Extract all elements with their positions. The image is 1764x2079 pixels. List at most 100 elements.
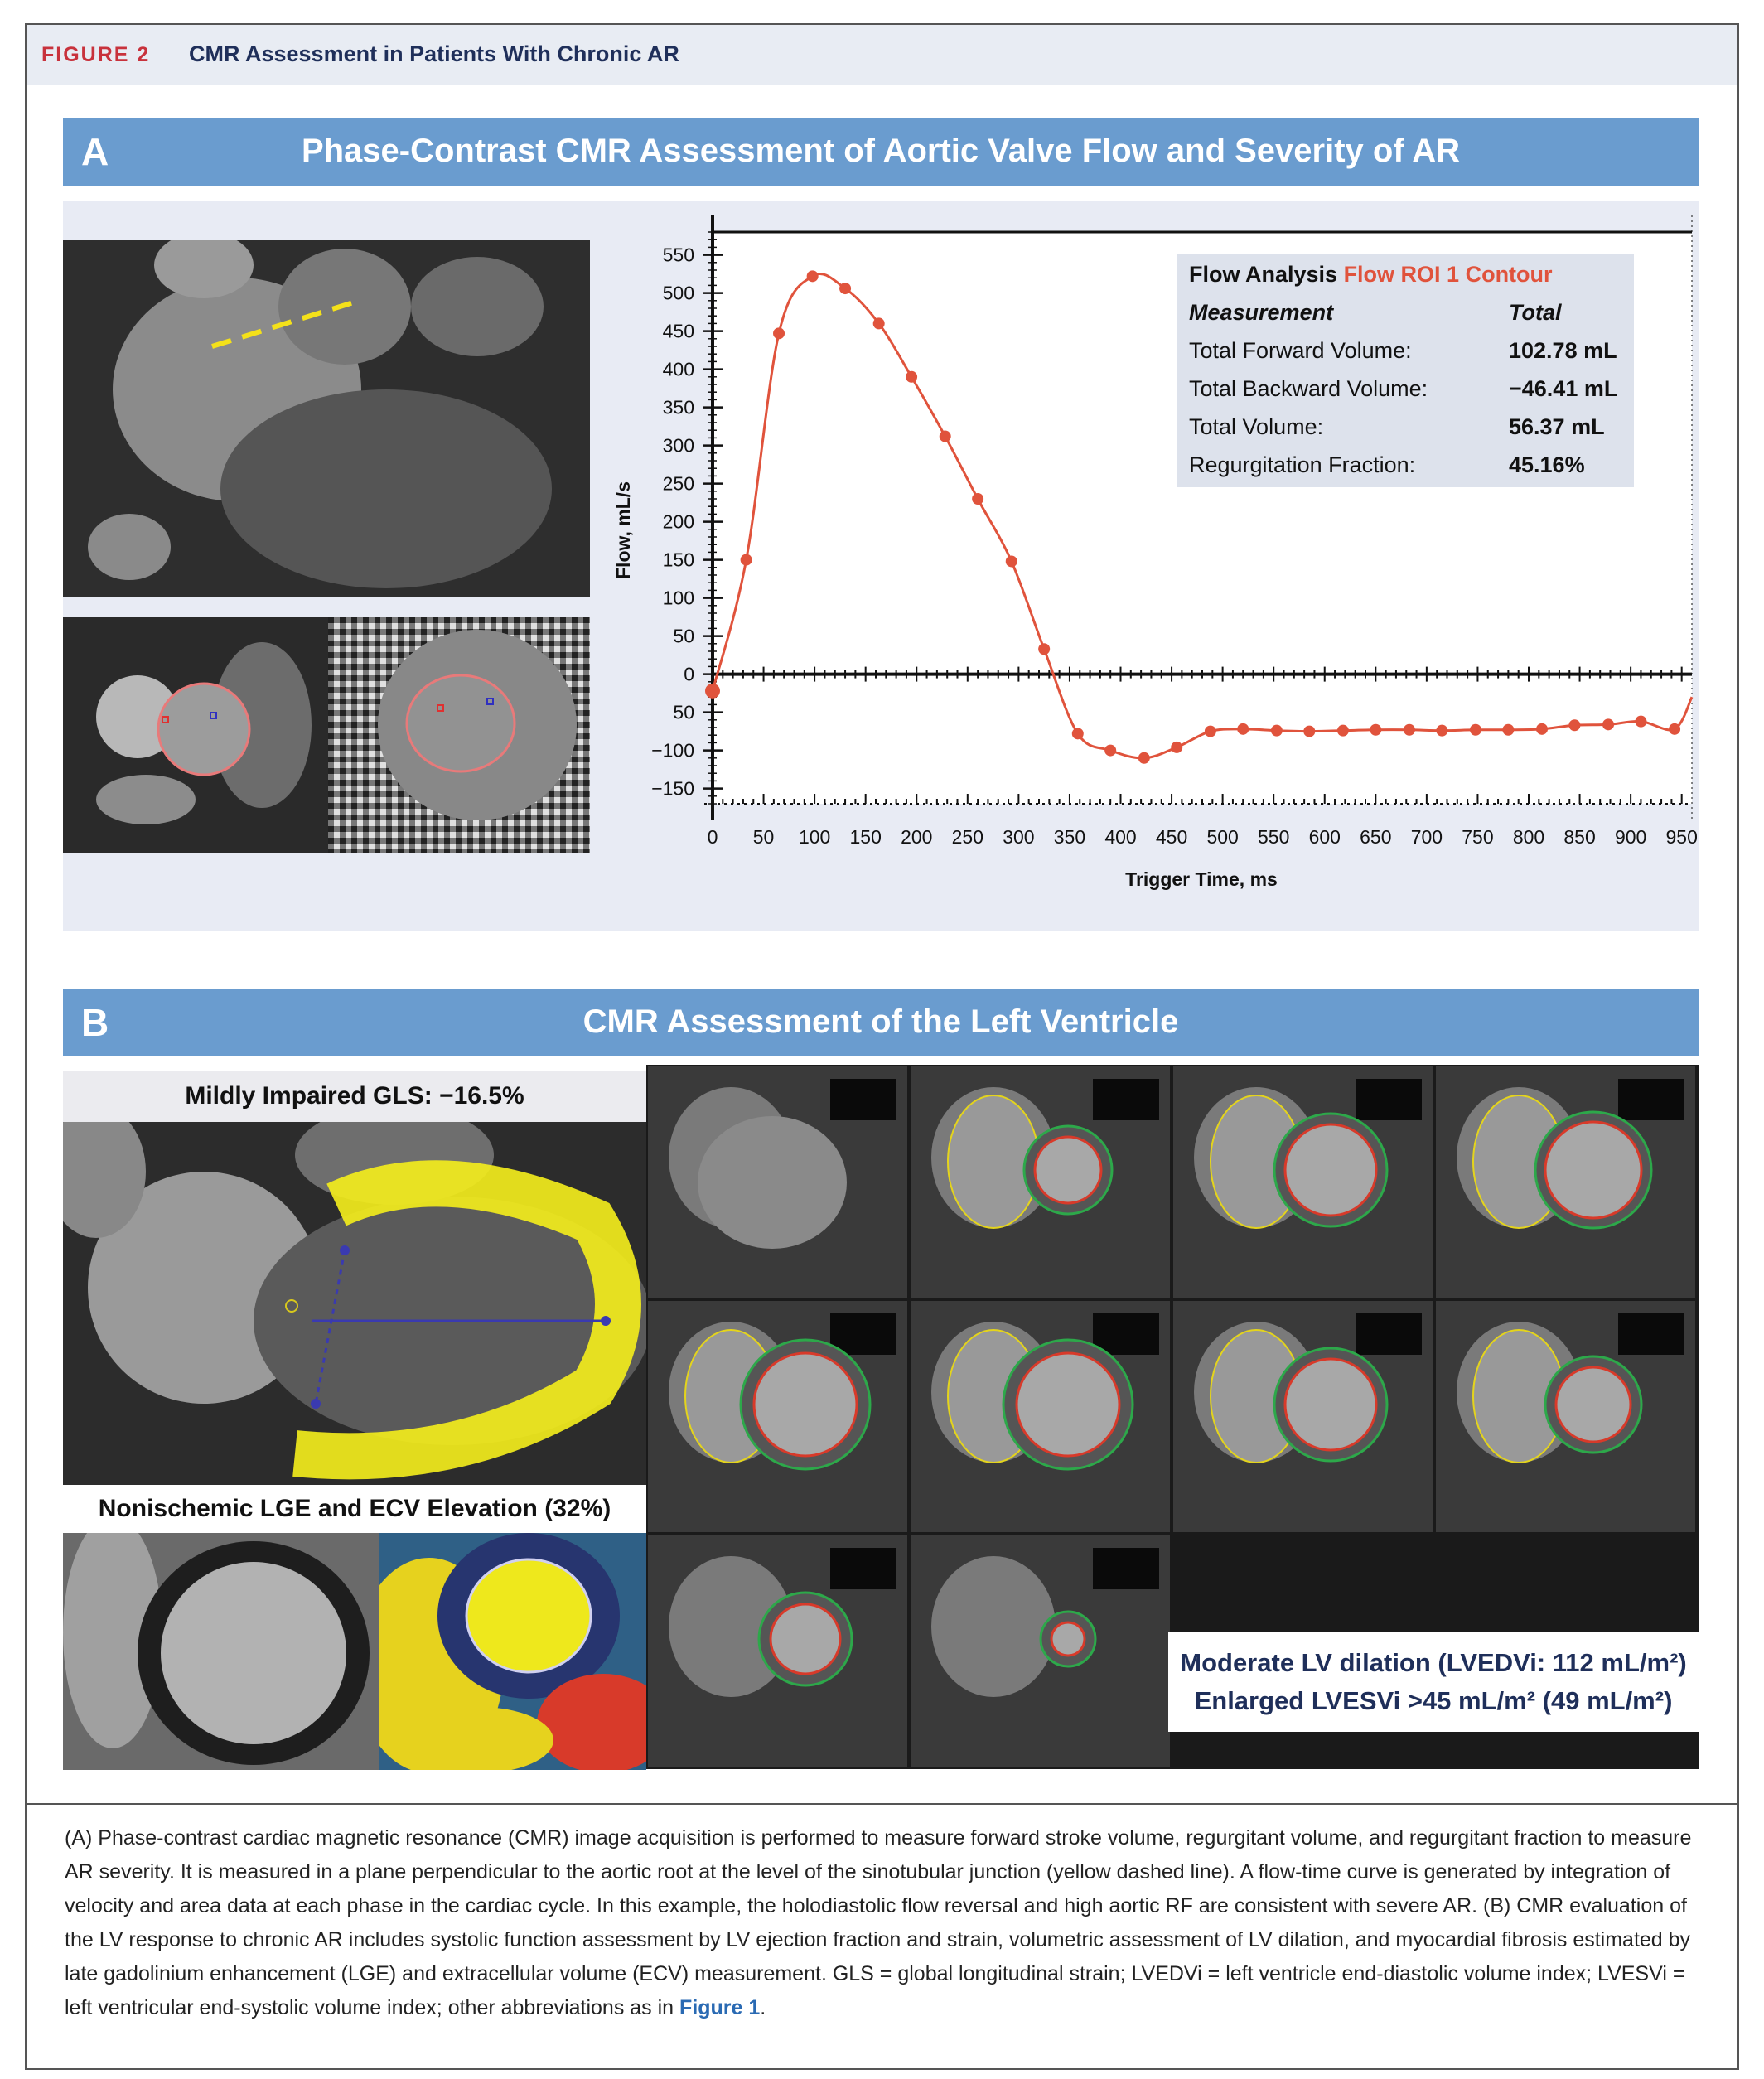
x-tick-label: 550 [1258, 826, 1289, 848]
flow-data-point [740, 554, 752, 566]
x-tick-label: 350 [1054, 826, 1085, 848]
flow-data-point [1038, 643, 1051, 655]
flow-table-row: Total Backward Volume: −46.41 mL [1189, 376, 1620, 402]
flow-data-point [1568, 719, 1581, 732]
y-tick-label: 100 [663, 587, 694, 609]
flow-table-row: Regurgitation Fraction: 45.16% [1189, 452, 1620, 478]
flow-data-point [1336, 724, 1349, 737]
flow-table-row-label: Total Backward Volume: [1189, 376, 1428, 401]
y-tick-label: 150 [663, 549, 694, 571]
short-axis-tile [911, 1301, 1170, 1532]
y-tick-label: 500 [663, 283, 694, 304]
x-axis-label: Trigger Time, ms [1125, 868, 1278, 890]
chart-ticks: 0 50 100 150 200 250 300 350 400 450 500 550 600 650 7… [651, 231, 1698, 848]
x-tick-label: 800 [1513, 826, 1544, 848]
flow-data-point [939, 430, 951, 442]
flow-data-point [1138, 752, 1150, 764]
y-tick-label: 50 [673, 702, 694, 723]
x-tick-label: 600 [1309, 826, 1341, 848]
flow-data-point [705, 683, 720, 699]
mri-magnitude-image [63, 617, 328, 853]
short-axis-tile [1436, 1066, 1695, 1298]
flow-data-point [1669, 723, 1681, 735]
mri-phase-contrast-image [328, 617, 590, 853]
y-tick-label: 200 [663, 511, 694, 533]
x-tick-label: 100 [799, 826, 830, 848]
flow-table-heading: Flow Analysis [1189, 262, 1338, 287]
flow-data-point [906, 370, 918, 383]
mri-long-axis-image [63, 240, 590, 597]
x-tick-label: 400 [1104, 826, 1136, 848]
short-axis-tile [1436, 1301, 1695, 1532]
flow-data-point [1005, 555, 1017, 568]
flow-data-point [1436, 724, 1448, 737]
flow-table-row-value: −46.41 mL [1509, 376, 1618, 401]
y-tick-label: 0 [684, 664, 694, 685]
x-tick-label: 250 [952, 826, 983, 848]
x-tick-label: 150 [850, 826, 882, 848]
x-tick-label: 850 [1563, 826, 1595, 848]
short-axis-tile [648, 1535, 907, 1767]
sinotubular-plane-line [211, 297, 362, 349]
y-tick-label: 450 [663, 321, 694, 342]
flow-data-point [1237, 723, 1249, 735]
y-axis-label: Flow, mL/s [612, 481, 634, 579]
mri-lge-image [63, 1533, 379, 1770]
flow-data-point [806, 270, 819, 283]
flow-data-point [1370, 723, 1382, 736]
ecv-map-image [379, 1533, 646, 1770]
flow-data-point [972, 493, 984, 505]
flow-data-point [1469, 723, 1481, 736]
panel-a-letter: A [81, 130, 109, 173]
flow-data-point [1270, 724, 1283, 737]
flow-data-point [1071, 728, 1084, 740]
figure-header [27, 25, 1737, 85]
short-axis-tile [1173, 1066, 1433, 1298]
lv-dilation-text: Moderate LV dilation (LVEDVi: 112 mL/m²) [1180, 1648, 1687, 1677]
figure-caption: (A) Phase-contrast cardiac magnetic reso… [65, 1821, 1702, 2025]
figure-title: CMR Assessment in Patients With Chronic … [189, 41, 679, 66]
flow-table-row-label: Total Volume: [1189, 414, 1324, 439]
flow-analysis-table: Flow Analysis Flow ROI 1 Contour Measure… [1177, 254, 1634, 487]
y-tick-label: 400 [663, 359, 694, 380]
flow-data-point [1502, 723, 1515, 736]
x-tick-label: 650 [1360, 826, 1391, 848]
lv-volume-summary: Moderate LV dilation (LVEDVi: 112 mL/m²)… [1168, 1632, 1699, 1732]
short-axis-tile [648, 1301, 907, 1532]
y-tick-label: −100 [651, 740, 694, 761]
panel-b-title: CMR Assessment of the Left Ventricle [582, 1003, 1179, 1040]
panel-a-title: Phase-Contrast CMR Assessment of Aortic … [301, 133, 1461, 169]
short-axis-tile [911, 1535, 1170, 1767]
flow-data-point [1403, 723, 1415, 736]
lge-label: Nonischemic LGE and ECV Elevation (32%) [63, 1485, 646, 1533]
flow-table-row-label: Regurgitation Fraction: [1189, 452, 1416, 477]
flow-table-heading-accent: Flow ROI 1 Contour [1343, 262, 1553, 287]
flow-data-point [1204, 725, 1216, 737]
figure-label: FIGURE 2 [41, 43, 151, 66]
x-tick-label: 300 [1003, 826, 1034, 848]
x-tick-label: 950 [1666, 826, 1698, 848]
flow-table-col-measurement: Measurement [1189, 300, 1334, 325]
x-tick-label: 450 [1156, 826, 1187, 848]
panel-b-letter: B [81, 1001, 109, 1044]
short-axis-tile [1173, 1301, 1433, 1532]
flow-data-point [872, 317, 885, 330]
flow-data-point [1303, 725, 1316, 737]
flow-table-row-value: 45.16% [1509, 452, 1585, 477]
x-tick-label: 900 [1615, 826, 1646, 848]
y-tick-label: 550 [663, 244, 694, 266]
x-tick-label: 500 [1206, 826, 1238, 848]
flow-data-point [1104, 744, 1117, 757]
x-tick-label: 750 [1462, 826, 1493, 848]
y-tick-label: 50 [673, 626, 694, 647]
short-axis-tile [911, 1066, 1170, 1298]
figure-frame [25, 23, 1739, 2070]
flow-table-row-value: 102.78 mL [1509, 338, 1617, 363]
y-tick-label: 350 [663, 397, 694, 418]
caption-figure-link[interactable]: Figure 1 [679, 1996, 761, 2019]
flow-data-point [1635, 715, 1647, 728]
flow-table-col-total: Total [1509, 300, 1562, 325]
flow-table-row-value: 56.37 mL [1509, 414, 1605, 439]
short-axis-tile [648, 1066, 907, 1298]
x-tick-label: 200 [901, 826, 932, 848]
